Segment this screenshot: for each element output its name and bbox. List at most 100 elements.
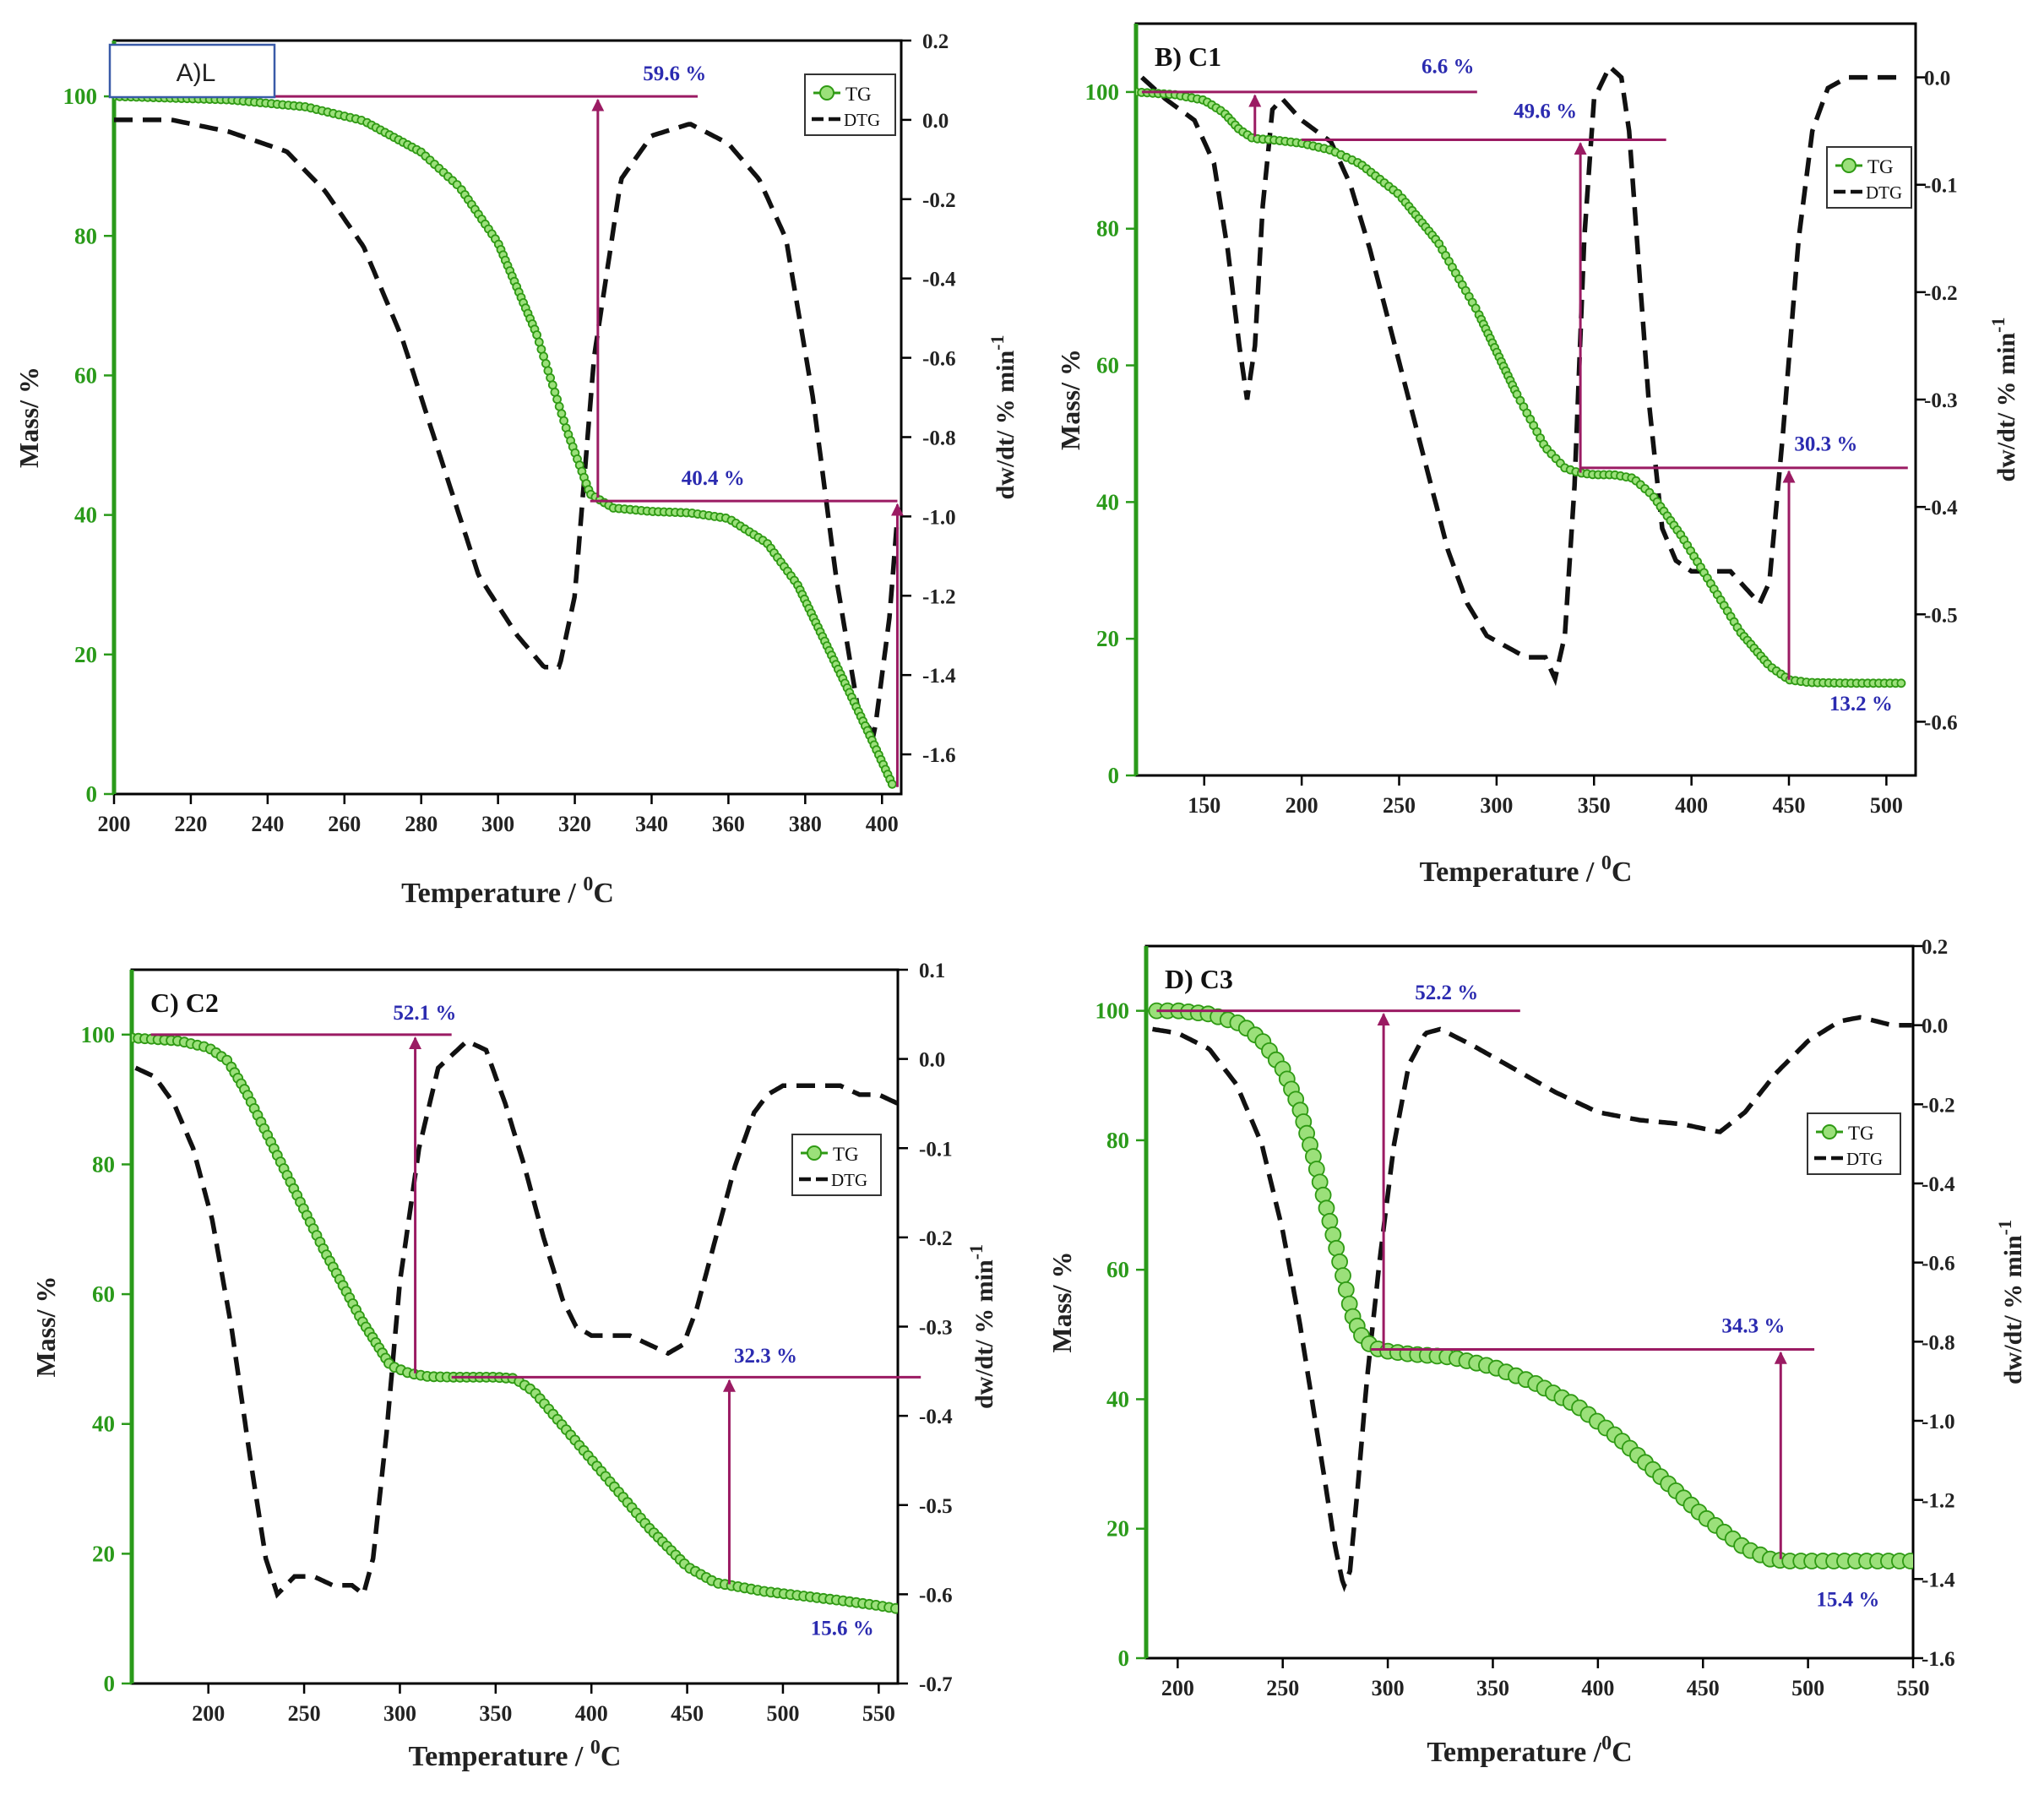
- y2-tick-label: -1.6: [922, 744, 956, 767]
- y-tick-label: 60: [92, 1281, 115, 1307]
- x-tick-label: 350: [1578, 793, 1611, 818]
- y-tick-label: 40: [92, 1412, 115, 1437]
- y2-axis-label: dw/dt/ % min-1: [965, 1244, 998, 1409]
- legend-dtg-label: DTG: [1866, 182, 1902, 203]
- y-axis-label: Mass/ %: [30, 1276, 61, 1378]
- y2-axis-label-text: dw/dt/ % min: [970, 1259, 998, 1409]
- y-tick-label: 0: [104, 1671, 116, 1696]
- x-tick-label: 220: [174, 812, 207, 836]
- y2-tick-label: -0.4: [1922, 1173, 1955, 1196]
- y2-tick-label: 0.0: [1922, 1015, 1948, 1038]
- x-tick-label: 450: [1687, 1676, 1720, 1700]
- y-tick-label: 100: [1095, 998, 1130, 1024]
- tg-data-point: [1331, 1253, 1348, 1270]
- x-axis-label-tail: C: [601, 1741, 622, 1772]
- panel-title: C) C2: [150, 987, 219, 1018]
- plot-area: [1136, 63, 1906, 688]
- x-tick-label: 500: [766, 1701, 799, 1726]
- annotation-label: 13.2 %: [1829, 693, 1893, 715]
- x-tick-label: 450: [671, 1701, 704, 1726]
- x-tick-label: 350: [479, 1701, 512, 1726]
- x-tick-label: 200: [1161, 1676, 1194, 1700]
- annotation-label: 32.3 %: [734, 1345, 797, 1368]
- tg-data-point: [1337, 1281, 1355, 1298]
- legend-dtg-label: DTG: [844, 110, 880, 130]
- dtg-series-line: [1152, 1014, 1912, 1592]
- y2-tick-label: -0.3: [919, 1317, 953, 1340]
- y-tick-label: 0: [1118, 1645, 1130, 1671]
- x-tick-label: 300: [383, 1701, 416, 1726]
- x-tick-label: 250: [1383, 793, 1416, 818]
- y2-tick-label: -1.0: [1922, 1411, 1955, 1433]
- y-axis-label: Mass/ %: [1046, 1252, 1077, 1353]
- x-tick-label: 240: [251, 812, 284, 836]
- legend-box: [804, 73, 896, 136]
- y-tick-label: 80: [1106, 1128, 1129, 1153]
- y2-tick-label: -0.7: [919, 1673, 953, 1696]
- x-tick-label: 250: [288, 1701, 321, 1726]
- x-axis-label-sup: 0: [583, 873, 593, 895]
- tg-data-point: [1896, 678, 1906, 688]
- y2-tick-label: -0.2: [922, 189, 956, 212]
- y-axis-label: Mass/ %: [14, 367, 44, 468]
- y-tick-label: 100: [1085, 79, 1120, 105]
- y2-tick-label: -0.6: [1924, 711, 1958, 734]
- y2-tick-label: -1.4: [1922, 1569, 1955, 1591]
- x-axis-label-tail: C: [593, 878, 614, 909]
- x-tick-label: 300: [1372, 1676, 1405, 1700]
- y2-axis-label-text: dw/dt/ % min: [1999, 1235, 2027, 1384]
- tg-data-point: [1324, 1226, 1342, 1243]
- y-tick-label: 60: [74, 362, 97, 388]
- tg-data-point: [1321, 1212, 1339, 1230]
- chart-panel-3: 200 250 300 350 400 450 500 550 0 20 40 60 80 100 0.1 0…: [30, 960, 998, 1772]
- y-tick-label: 0: [1108, 763, 1120, 788]
- y-tick-label: 100: [81, 1022, 116, 1047]
- annotation-label: 49.6 %: [1514, 101, 1577, 123]
- x-tick-label: 360: [712, 812, 745, 836]
- y2-tick-label: -0.2: [1924, 282, 1958, 305]
- y2-tick-label: 0.2: [922, 30, 949, 53]
- y2-tick-label: -1.0: [922, 506, 956, 529]
- dtg-series-line: [114, 117, 900, 739]
- y2-tick-label: -1.2: [922, 585, 956, 608]
- legend: TG DTG: [1826, 146, 1912, 209]
- y2-tick-label: -0.6: [922, 348, 956, 371]
- annotation-label: 52.1 %: [393, 1002, 456, 1025]
- tg-data-point: [1335, 1267, 1351, 1284]
- y2-tick-label: -0.2: [919, 1227, 953, 1250]
- x-tick-label: 400: [866, 812, 899, 836]
- panel-title: D) C3: [1165, 964, 1233, 994]
- y2-tick-label: 0.0: [1924, 68, 1950, 90]
- annotation-label: 15.6 %: [811, 1617, 874, 1640]
- y2-tick-label: -0.5: [1924, 604, 1958, 627]
- y-tick-label: 20: [1096, 626, 1119, 651]
- y-tick-label: 0: [86, 781, 98, 807]
- y2-tick-label: -1.2: [1922, 1490, 1955, 1513]
- y2-axis-label-sup: -1: [1987, 317, 2009, 332]
- x-axis-label-text: Temperature /: [1427, 1737, 1601, 1768]
- tg-series-line: [132, 1036, 898, 1611]
- legend-tg-swatch: [1822, 1124, 1837, 1140]
- x-tick-label: 400: [575, 1701, 608, 1726]
- legend-tg-swatch: [819, 85, 834, 101]
- legend-dtg-label: DTG: [831, 1170, 867, 1190]
- x-axis-label: Temperature / 0C: [401, 873, 614, 909]
- y2-tick-label: -0.4: [919, 1406, 953, 1428]
- x-tick-label: 500: [1870, 793, 1903, 818]
- x-tick-label: 350: [1476, 1676, 1509, 1700]
- y2-tick-label: 0.0: [922, 110, 949, 133]
- y-tick-label: 60: [1106, 1257, 1129, 1282]
- x-tick-label: 300: [481, 812, 514, 836]
- chart-panel-4: 200 250 300 350 400 450 500 550 0 20 40 60 80 100 0.2 0…: [1046, 936, 2027, 1768]
- y-tick-label: 60: [1096, 353, 1119, 378]
- annotation-label: 30.3 %: [1794, 433, 1857, 456]
- y2-tick-label: -0.8: [1922, 1331, 1955, 1354]
- annotation-label: 15.4 %: [1816, 1589, 1879, 1612]
- legend-tg-label: TG: [833, 1144, 859, 1165]
- y2-tick-label: -0.4: [1924, 497, 1958, 519]
- y-tick-label: 80: [92, 1151, 115, 1177]
- x-axis-label-text: Temperature /: [401, 878, 583, 909]
- x-tick-label: 450: [1773, 793, 1806, 818]
- plot-frame: [130, 968, 900, 1685]
